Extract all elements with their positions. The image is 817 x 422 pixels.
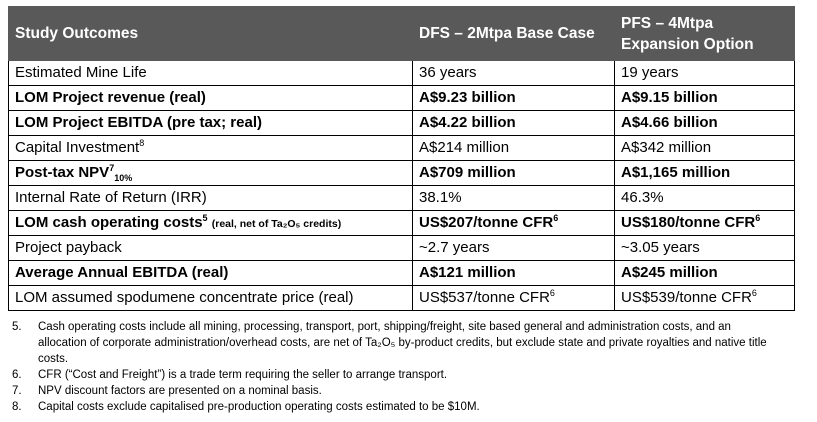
pfs-value: US$539/tonne CFR [621,289,752,306]
footnote-number: 8. [12,401,22,413]
footnote: 7. NPV discount factors are presented on… [12,383,794,399]
dfs-cell: 38.1% [412,185,615,211]
discount-rate-subscript: 10% [114,173,133,183]
dfs-cell: A$214 million [412,135,615,161]
footnote: 8. Capital costs exclude capitalised pre… [12,399,794,415]
dfs-cell: A$9.23 billion [412,85,615,111]
metric-label: Post-tax NPV [15,164,110,181]
metric-cell: Capital Investment8 [8,135,413,161]
footnote-ref: 6 [549,288,555,298]
study-outcomes-document: Study Outcomes DFS – 2Mtpa Base Case PFS… [8,6,795,415]
dfs-cell: A$4.22 billion [412,110,615,136]
metric-cell: LOM cash operating costs5 (real, net of … [8,210,413,236]
table-row: LOM Project EBITDA (pre tax; real) A$4.2… [8,110,795,136]
footnote-text: Cash operating costs include all mining,… [38,321,767,365]
table-row: Internal Rate of Return (IRR) 38.1% 46.3… [8,185,795,211]
pfs-cell: A$4.66 billion [614,110,795,136]
metric-label: LOM assumed spodumene concentrate price … [15,289,354,306]
pfs-cell: 46.3% [614,185,795,211]
metric-label: LOM cash operating costs [15,213,203,231]
dfs-cell: 36 years [412,60,615,86]
pfs-cell: US$539/tonne CFR6 [614,285,795,311]
footnote-number: 7. [12,385,22,397]
header-study-outcomes: Study Outcomes [8,6,413,61]
footnote: 5. Cash operating costs include all mini… [12,319,794,367]
metric-label: Capital Investment [15,139,140,156]
metric-label: Average Annual EBITDA (real) [15,264,229,281]
metric-cell: LOM assumed spodumene concentrate price … [8,285,413,311]
table-row: Project payback ~2.7 years ~3.05 years [8,235,795,261]
pfs-cell: A$1,165 million [614,160,795,186]
table-row: Capital Investment8 A$214 million A$342 … [8,135,795,161]
footnote-number: 6. [12,369,22,381]
metric-cell: Estimated Mine Life [8,60,413,86]
table-row: Post-tax NPV710% A$709 million A$1,165 m… [8,160,795,186]
pfs-cell: ~3.05 years [614,235,795,261]
footnote-ref: 7 [109,163,115,173]
dfs-cell: A$121 million [412,260,615,286]
pfs-cell: A$342 million [614,135,795,161]
table-header-row: Study Outcomes DFS – 2Mtpa Base Case PFS… [8,6,795,61]
metric-cell: Average Annual EBITDA (real) [8,260,413,286]
dfs-cell: US$207/tonne CFR6 [412,210,615,236]
dfs-cell: ~2.7 years [412,235,615,261]
metric-cell: Post-tax NPV710% [8,160,413,186]
metric-qualifier: (real, net of Ta₂O₅ credits) [211,217,342,230]
dfs-value: US$207/tonne CFR [419,214,554,231]
footnote-ref: 6 [553,213,559,223]
pfs-cell: US$180/tonne CFR6 [614,210,795,236]
footnote-number: 5. [12,321,22,333]
table-row: Average Annual EBITDA (real) A$121 milli… [8,260,795,286]
metric-cell: LOM Project revenue (real) [8,85,413,111]
metric-cell: LOM Project EBITDA (pre tax; real) [8,110,413,136]
dfs-cell: US$537/tonne CFR6 [412,285,615,311]
header-pfs: PFS – 4Mtpa Expansion Option [614,6,795,61]
footnote-ref: 5 [202,212,208,223]
metric-label: Estimated Mine Life [15,64,147,81]
metric-label: Internal Rate of Return (IRR) [15,189,207,206]
table-row: LOM assumed spodumene concentrate price … [8,285,795,311]
table-row: LOM cash operating costs5 (real, net of … [8,210,795,236]
footnote-ref: 6 [755,213,761,223]
header-dfs: DFS – 2Mtpa Base Case [412,6,615,61]
metric-cell: Project payback [8,235,413,261]
footnote-text: NPV discount factors are presented on a … [38,385,322,397]
metric-label: LOM Project revenue (real) [15,89,206,106]
study-outcomes-table: Study Outcomes DFS – 2Mtpa Base Case PFS… [8,6,795,311]
footnote-text: Capital costs exclude capitalised pre-pr… [38,401,480,413]
pfs-cell: A$245 million [614,260,795,286]
footnote-ref: 8 [139,138,145,148]
metric-cell: Internal Rate of Return (IRR) [8,185,413,211]
metric-label: Project payback [15,239,122,256]
metric-label: LOM Project EBITDA (pre tax; real) [15,114,262,131]
pfs-cell: 19 years [614,60,795,86]
table-row: LOM Project revenue (real) A$9.23 billio… [8,85,795,111]
footnote-text: CFR (“Cost and Freight”) is a trade term… [38,369,448,381]
footnote: 6. CFR (“Cost and Freight”) is a trade t… [12,367,794,383]
dfs-cell: A$709 million [412,160,615,186]
footnote-ref: 6 [751,288,757,298]
dfs-value: US$537/tonne CFR [419,289,550,306]
pfs-value: US$180/tonne CFR [621,214,756,231]
footnotes: 5. Cash operating costs include all mini… [8,319,794,415]
pfs-cell: A$9.15 billion [614,85,795,111]
table-row: Estimated Mine Life 36 years 19 years [8,60,795,86]
